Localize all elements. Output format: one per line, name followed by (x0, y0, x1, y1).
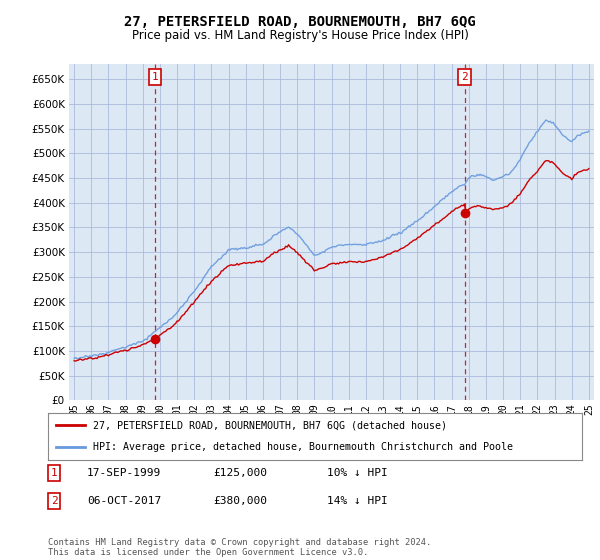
Text: £125,000: £125,000 (213, 468, 267, 478)
Text: 2: 2 (461, 72, 468, 82)
Text: 10% ↓ HPI: 10% ↓ HPI (327, 468, 388, 478)
Text: 27, PETERSFIELD ROAD, BOURNEMOUTH, BH7 6QG: 27, PETERSFIELD ROAD, BOURNEMOUTH, BH7 6… (124, 15, 476, 29)
Text: 27, PETERSFIELD ROAD, BOURNEMOUTH, BH7 6QG (detached house): 27, PETERSFIELD ROAD, BOURNEMOUTH, BH7 6… (94, 420, 448, 430)
Text: 1: 1 (152, 72, 158, 82)
Text: 14% ↓ HPI: 14% ↓ HPI (327, 496, 388, 506)
Text: 06-OCT-2017: 06-OCT-2017 (87, 496, 161, 506)
Text: Price paid vs. HM Land Registry's House Price Index (HPI): Price paid vs. HM Land Registry's House … (131, 29, 469, 42)
Text: HPI: Average price, detached house, Bournemouth Christchurch and Poole: HPI: Average price, detached house, Bour… (94, 442, 514, 452)
Text: Contains HM Land Registry data © Crown copyright and database right 2024.
This d: Contains HM Land Registry data © Crown c… (48, 538, 431, 557)
Text: 1: 1 (50, 468, 58, 478)
Text: 17-SEP-1999: 17-SEP-1999 (87, 468, 161, 478)
Text: £380,000: £380,000 (213, 496, 267, 506)
Text: 2: 2 (50, 496, 58, 506)
